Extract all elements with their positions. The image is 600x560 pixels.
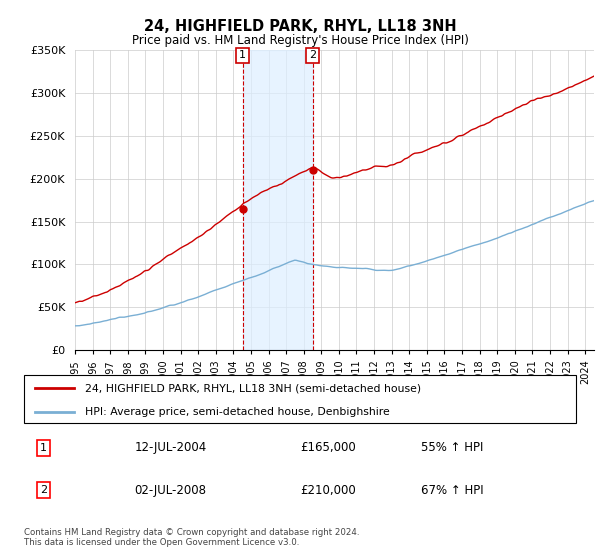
Text: £210,000: £210,000: [300, 484, 356, 497]
Text: 1: 1: [40, 443, 47, 453]
Text: Contains HM Land Registry data © Crown copyright and database right 2024.
This d: Contains HM Land Registry data © Crown c…: [24, 528, 359, 547]
Text: HPI: Average price, semi-detached house, Denbighshire: HPI: Average price, semi-detached house,…: [85, 407, 389, 417]
Text: £165,000: £165,000: [300, 441, 356, 454]
Text: 12-JUL-2004: 12-JUL-2004: [134, 441, 206, 454]
Text: 67% ↑ HPI: 67% ↑ HPI: [421, 484, 484, 497]
Text: Price paid vs. HM Land Registry's House Price Index (HPI): Price paid vs. HM Land Registry's House …: [131, 34, 469, 46]
Text: 02-JUL-2008: 02-JUL-2008: [134, 484, 206, 497]
Text: 24, HIGHFIELD PARK, RHYL, LL18 3NH: 24, HIGHFIELD PARK, RHYL, LL18 3NH: [143, 19, 457, 34]
Bar: [242, 50, 313, 350]
Text: 1: 1: [239, 50, 246, 60]
Text: 55% ↑ HPI: 55% ↑ HPI: [421, 441, 484, 454]
Text: 2: 2: [40, 485, 47, 495]
FancyBboxPatch shape: [24, 375, 576, 423]
Text: 24, HIGHFIELD PARK, RHYL, LL18 3NH (semi-detached house): 24, HIGHFIELD PARK, RHYL, LL18 3NH (semi…: [85, 383, 421, 393]
Text: 2: 2: [309, 50, 316, 60]
